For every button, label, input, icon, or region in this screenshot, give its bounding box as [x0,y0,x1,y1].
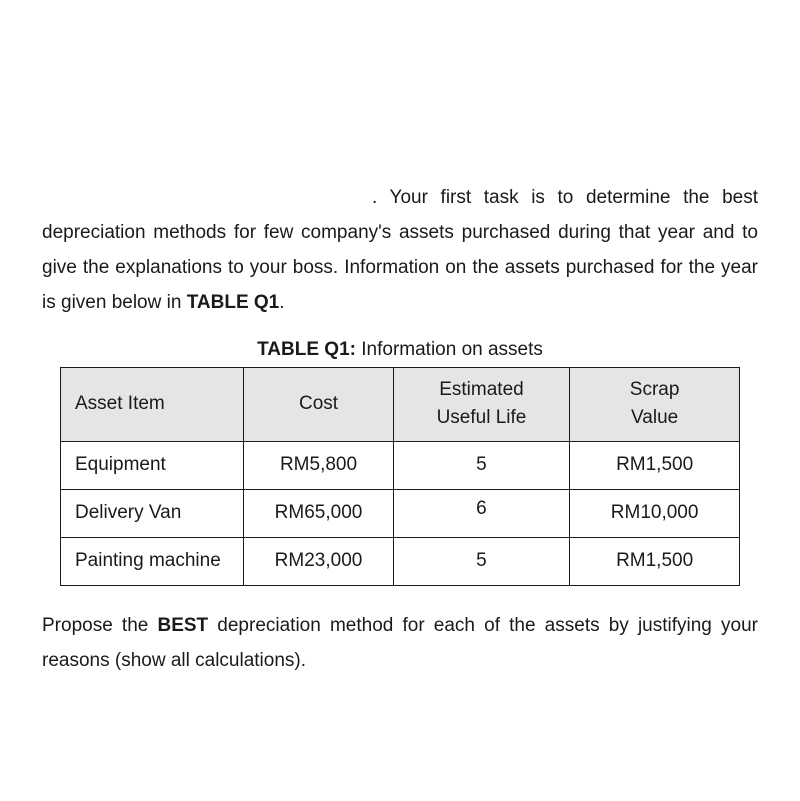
table-row: Painting machine RM23,000 5 RM1,500 [61,537,740,585]
cell-cost: RM5,800 [244,441,393,489]
cell-scrap: RM1,500 [570,537,740,585]
cell-asset: Equipment [61,441,244,489]
cell-scrap: RM1,500 [570,441,740,489]
cell-cost: RM23,000 [244,537,393,585]
col-header-scrap: Scrap Value [570,367,740,441]
table-row: Equipment RM5,800 5 RM1,500 [61,441,740,489]
table-header-row: Asset Item Cost Estimated Useful Life Sc… [61,367,740,441]
col-header-life: Estimated Useful Life [393,367,570,441]
cell-cost: RM65,000 [244,489,393,537]
col-header-scrap-line1: Scrap Value [630,379,680,429]
table-row: Delivery Van RM65,000 6 RM10,000 [61,489,740,537]
intro-paragraph: . Your first task is to determine the be… [42,180,758,321]
col-header-cost: Cost [244,367,393,441]
cell-asset: Delivery Van [61,489,244,537]
table-caption-rest: Information on assets [356,339,543,360]
intro-table-ref: TABLE Q1 [187,292,280,313]
cell-life: 6 [393,489,570,537]
cell-scrap: RM10,000 [570,489,740,537]
col-header-asset: Asset Item [61,367,244,441]
table-caption-bold: TABLE Q1: [257,339,356,360]
cell-asset: Painting machine [61,537,244,585]
prompt-paragraph: Propose the BEST depreciation method for… [42,608,758,678]
assets-table: Asset Item Cost Estimated Useful Life Sc… [60,367,740,586]
col-header-life-line1: Estimated Useful Life [437,379,527,429]
cell-life: 5 [393,537,570,585]
table-caption: TABLE Q1: Information on assets [42,339,758,361]
prompt-bold: BEST [157,615,208,636]
prompt-lead: Propose the [42,615,157,636]
intro-tail: . [279,292,284,313]
intro-lead-text: . Your first task is to determine the be… [42,187,758,313]
cell-life: 5 [393,441,570,489]
